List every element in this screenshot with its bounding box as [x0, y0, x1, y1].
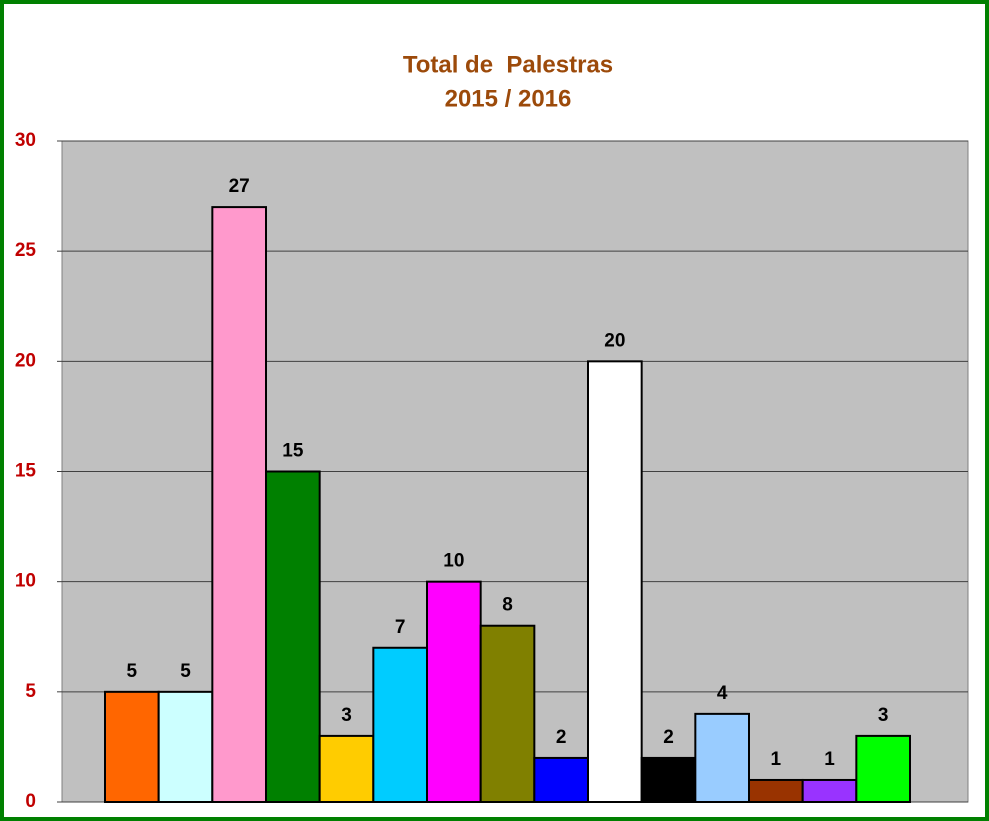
value-label: 2: [663, 727, 674, 748]
bar: [694, 712, 750, 803]
y-tick-label: 5: [25, 681, 36, 702]
chart-subtitle: 2015 / 2016: [445, 85, 572, 112]
bar: [318, 734, 375, 804]
chart-title: Total de Palestras: [403, 51, 613, 78]
bar: [801, 778, 858, 804]
value-label: 1: [771, 749, 782, 770]
bar: [211, 206, 267, 804]
value-label: 2: [556, 727, 567, 748]
bar: [640, 756, 697, 804]
value-label: 3: [878, 705, 889, 726]
value-label: 1: [824, 749, 835, 770]
y-tick-label: 25: [15, 240, 37, 261]
value-label: 20: [604, 330, 625, 351]
value-label: 7: [395, 617, 406, 638]
value-label: 8: [502, 595, 513, 616]
value-label: 15: [282, 441, 304, 462]
value-label: 5: [180, 661, 191, 682]
value-label: 4: [717, 683, 728, 704]
bar: [855, 734, 911, 804]
value-label: 5: [127, 661, 138, 682]
y-tick-label: 10: [15, 571, 36, 592]
bar: [104, 690, 160, 803]
bar: [157, 690, 214, 803]
bar: [426, 580, 482, 804]
bar: [748, 778, 804, 804]
bar: [265, 470, 321, 803]
bar: [533, 756, 589, 804]
y-tick-label: 20: [15, 350, 36, 371]
y-tick-label: 30: [15, 130, 36, 151]
value-label: 27: [229, 176, 250, 197]
value-label: 3: [341, 705, 352, 726]
y-tick-label: 15: [15, 461, 37, 482]
bar: [479, 624, 536, 803]
value-label: 10: [443, 551, 464, 572]
y-tick-label: 0: [25, 791, 36, 812]
bar: [587, 360, 643, 803]
bar: [372, 646, 429, 803]
